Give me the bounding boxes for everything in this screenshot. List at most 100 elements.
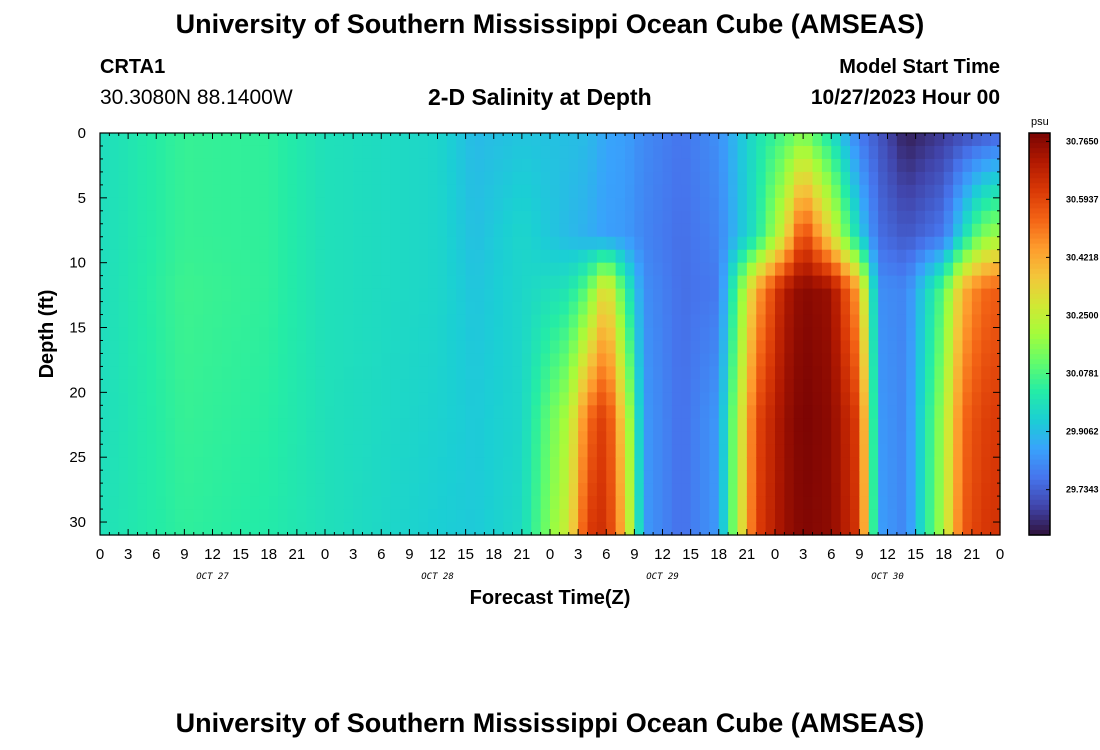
colorbar-swatch (1029, 133, 1050, 139)
heatmap-cell (793, 431, 804, 445)
heatmap-cell (109, 470, 120, 484)
heatmap-cell (268, 418, 279, 432)
heatmap-cell (671, 509, 682, 523)
heatmap-cell (521, 366, 532, 380)
heatmap-cell (343, 236, 354, 251)
heatmap-cell (475, 392, 485, 406)
heatmap-cell (146, 496, 157, 510)
heatmap-cell (221, 288, 232, 303)
heatmap-cell (765, 444, 776, 458)
heatmap-cell (859, 418, 870, 432)
heatmap-cell (831, 133, 842, 147)
heatmap-cell (240, 314, 251, 329)
heatmap-cell (840, 405, 851, 419)
heatmap-cell (784, 223, 795, 238)
heatmap-cell (287, 431, 298, 445)
heatmap-cell (953, 288, 964, 303)
heatmap-cell (484, 366, 495, 380)
heatmap-cell (268, 353, 279, 368)
heatmap-cell (165, 392, 176, 406)
heatmap-cell (906, 249, 917, 264)
heatmap-cell (175, 158, 185, 173)
heatmap-cell (184, 223, 195, 238)
heatmap-cell (100, 457, 110, 471)
heatmap-cell (343, 483, 354, 497)
heatmap-cell (418, 457, 429, 471)
heatmap-cell (887, 171, 898, 186)
heatmap-cell (437, 496, 448, 510)
heatmap-cell (850, 522, 860, 536)
heatmap-cell (906, 210, 917, 225)
heatmap-cell (212, 444, 223, 458)
heatmap-cell (531, 405, 542, 419)
heatmap-cell (943, 340, 954, 355)
heatmap-cell (728, 133, 739, 147)
heatmap-cell (531, 158, 542, 173)
heatmap-cell (343, 249, 354, 264)
heatmap-cell (221, 509, 232, 523)
heatmap-cell (578, 327, 589, 342)
heatmap-cell (353, 496, 364, 510)
heatmap-cell (240, 158, 251, 173)
heatmap-cell (540, 145, 551, 160)
heatmap-cell (334, 223, 345, 238)
heatmap-cell (156, 444, 167, 458)
heatmap-cell (381, 392, 392, 406)
heatmap-cell (156, 509, 167, 523)
heatmap-cell (437, 184, 448, 199)
heatmap-cell (550, 184, 560, 199)
heatmap-cell (615, 483, 626, 497)
heatmap-cell (700, 184, 710, 199)
heatmap-cell (371, 158, 382, 173)
heatmap-cell (475, 145, 485, 160)
heatmap-cell (400, 418, 410, 432)
heatmap-cell (728, 314, 739, 329)
heatmap-cell (531, 301, 542, 316)
heatmap-cell (765, 133, 776, 147)
heatmap-cell (765, 223, 776, 238)
heatmap-cell (315, 145, 326, 160)
heatmap-cell (662, 418, 673, 432)
heatmap-cell (390, 288, 401, 303)
heatmap-cell (681, 288, 692, 303)
heatmap-cell (578, 184, 589, 199)
heatmap-cell (212, 327, 223, 342)
heatmap-cell (925, 353, 935, 368)
heatmap-cell (615, 223, 626, 238)
colorbar-swatch (1029, 188, 1050, 194)
heatmap-cell (240, 418, 251, 432)
x-tick-label: 6 (827, 546, 835, 563)
heatmap-cell (221, 133, 232, 147)
heatmap-cell (793, 262, 804, 277)
heatmap-cell (325, 236, 335, 251)
heatmap-cell (915, 210, 926, 225)
heatmap-cell (175, 379, 185, 393)
heatmap-cell (184, 418, 195, 432)
heatmap-cell (568, 145, 579, 160)
heatmap-cell (240, 288, 251, 303)
heatmap-cell (568, 483, 579, 497)
heatmap-cell (484, 405, 495, 419)
heatmap-cell (109, 223, 120, 238)
heatmap-cell (831, 249, 842, 264)
heatmap-cell (868, 392, 879, 406)
heatmap-cell (118, 314, 129, 329)
heatmap-cell (418, 418, 429, 432)
heatmap-cell (700, 249, 710, 264)
heatmap-cell (540, 366, 551, 380)
heatmap-cell (221, 275, 232, 290)
heatmap-cell (418, 470, 429, 484)
heatmap-cell (962, 223, 973, 238)
heatmap-cell (503, 314, 514, 329)
heatmap-cell (831, 275, 842, 290)
heatmap-cell (756, 522, 767, 536)
heatmap-cell (540, 171, 551, 186)
heatmap-cell (953, 327, 964, 342)
heatmap-cell (362, 158, 373, 173)
heatmap-cell (484, 210, 495, 225)
heatmap-cell (409, 314, 420, 329)
heatmap-cell (531, 340, 542, 355)
heatmap-cell (315, 405, 326, 419)
heatmap-cell (550, 509, 560, 523)
heatmap-cell (456, 158, 467, 173)
